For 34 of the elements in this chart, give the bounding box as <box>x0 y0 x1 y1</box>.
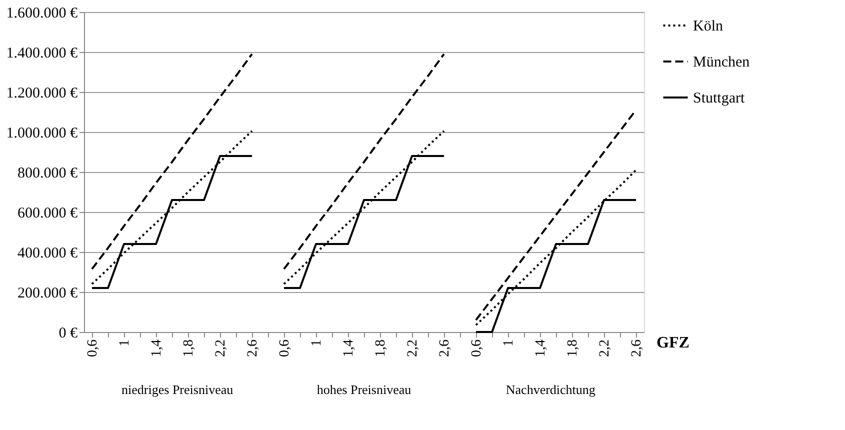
y-tick-label: 800.000 € <box>18 166 78 182</box>
x-tick-label: 1 <box>310 340 324 346</box>
x-tick-label: 2,6 <box>246 340 260 357</box>
y-tick-label: 1.000.000 € <box>6 126 78 142</box>
x-axis-title: GFZ <box>656 334 690 352</box>
text: Nachverdichtung <box>506 382 596 397</box>
x-tick-label: 2,6 <box>630 340 644 357</box>
y-tick-label: 600.000 € <box>18 206 78 222</box>
x-tick-label: 1,8 <box>566 340 580 357</box>
x-tick-label: 1,4 <box>342 340 356 357</box>
x-tick-label: 2,6 <box>438 340 452 357</box>
y-tick-label: 1.600.000 € <box>6 6 78 22</box>
x-tick-label: 2,2 <box>214 340 228 357</box>
x-tick-label: 0,6 <box>86 340 100 357</box>
legend-label: Stuttgart <box>693 90 746 106</box>
y-tick-label: 400.000 € <box>18 246 78 262</box>
x-tick-label: 0,6 <box>470 340 484 357</box>
x-tick-label: 1,4 <box>534 340 548 357</box>
text: hohes Preisniveau <box>316 382 412 397</box>
text: niedriges Preisniveau <box>122 382 234 397</box>
x-tick-label: 2,2 <box>406 340 420 357</box>
x-tick-label: 1 <box>502 340 516 346</box>
x-tick-label: 2,2 <box>598 340 612 357</box>
x-tick-label: 1,4 <box>150 340 164 357</box>
x-tick-label: 1,8 <box>374 340 388 357</box>
y-tick-label: 1.400.000 € <box>6 46 78 62</box>
legend-label: Köln <box>693 18 724 34</box>
x-tick-label: 1 <box>118 340 132 346</box>
x-tick-label: 1,8 <box>182 340 196 357</box>
legend-label: München <box>693 54 750 70</box>
y-tick-label: 1.200.000 € <box>6 86 78 102</box>
y-tick-label: 0 € <box>58 326 78 342</box>
y-tick-label: 200.000 € <box>18 286 78 302</box>
x-tick-label: 0,6 <box>278 340 292 357</box>
